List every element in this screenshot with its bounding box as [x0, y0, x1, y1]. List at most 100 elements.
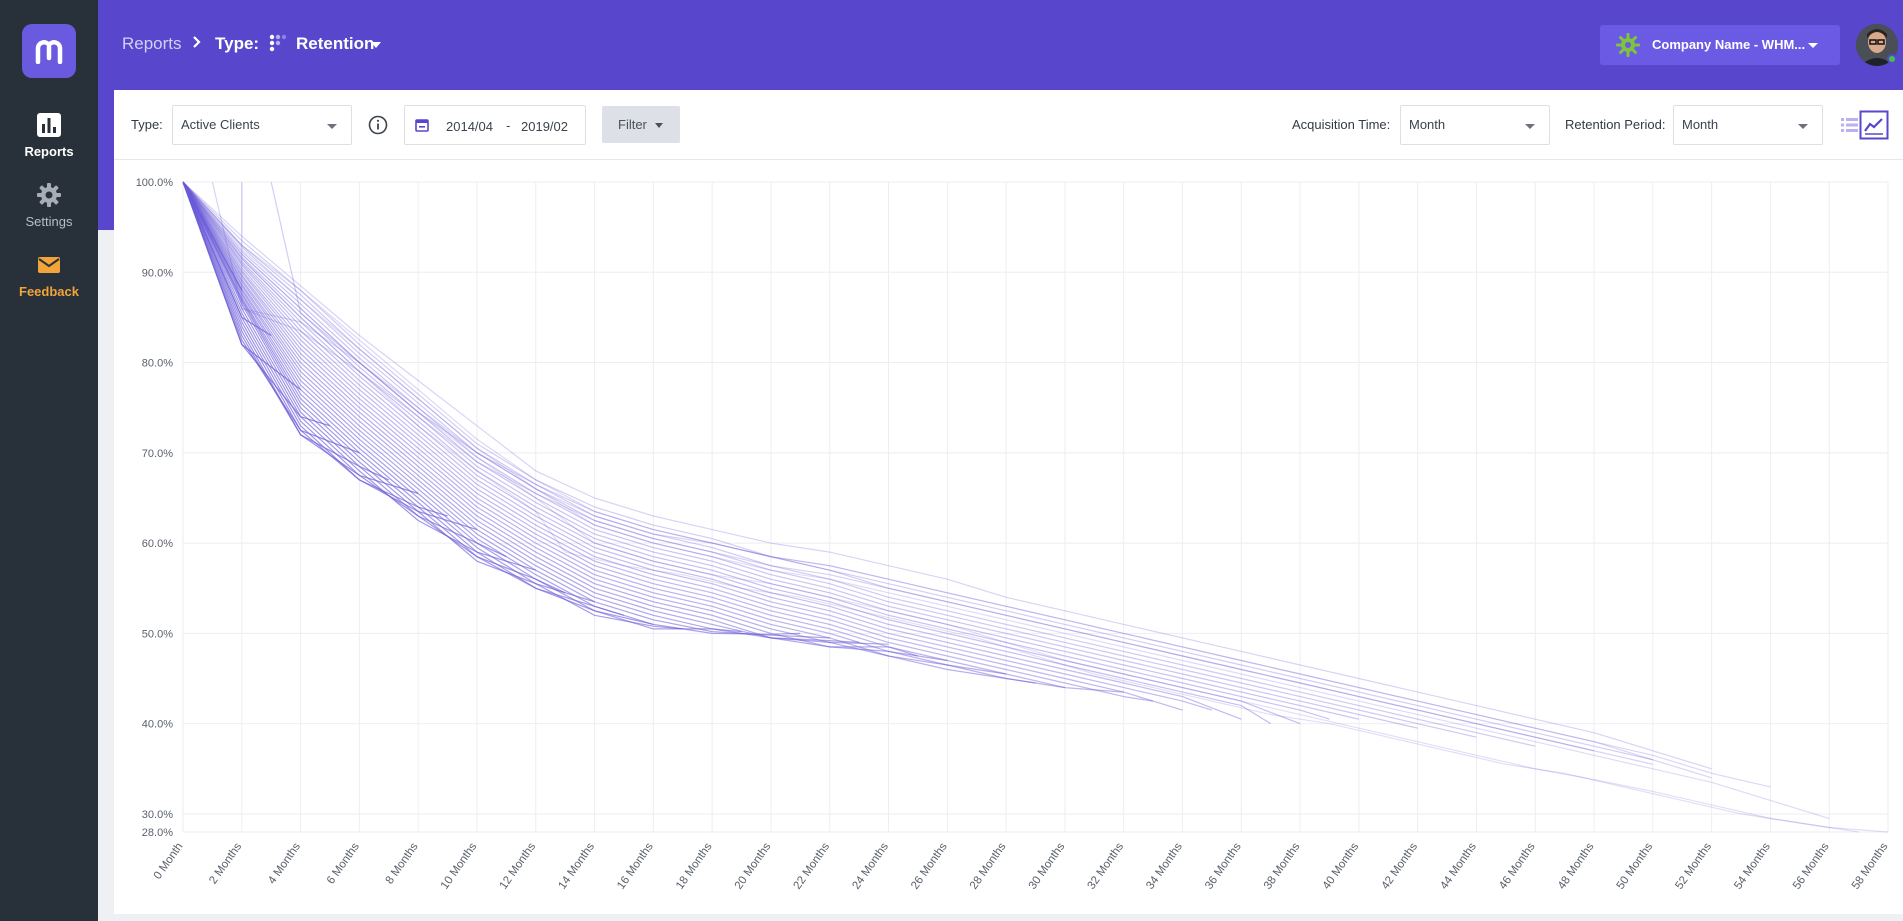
cohort-series-line-12 [182, 181, 1360, 720]
cohort-series-line-16 [182, 181, 1242, 720]
mail-icon [38, 257, 60, 273]
x-tick-label: 28 Months [968, 841, 1009, 892]
x-tick-label: 54 Months [1732, 841, 1773, 892]
x-tick-label: 14 Months [556, 841, 597, 892]
acquisition-time-value: Month [1409, 117, 1446, 132]
cohort-series-line-11 [182, 181, 1418, 729]
cohort-series-line-8 [182, 181, 1595, 752]
calendar-icon [415, 119, 429, 132]
retention-chart: 100.0% 90.0% 80.0% 70.0% 60.0% 50.0% 40.0% 30.0… [136, 177, 1891, 892]
x-tick-label: 38 Months [1262, 841, 1303, 892]
y-tick-label: 50.0% [142, 628, 173, 640]
cohort-series-line-31 [182, 181, 683, 630]
x-tick-label: 44 Months [1438, 841, 1479, 892]
cohort-series-line-27 [182, 181, 860, 643]
x-tick-label: 36 Months [1203, 841, 1244, 892]
x-tick-label: 4 Months [266, 841, 303, 887]
sidebar: Reports Settings Feedback [0, 0, 98, 921]
x-tick-label: 24 Months [850, 841, 891, 892]
cohort-series-line-20 [182, 181, 1124, 693]
cohort-series-line-42 [182, 181, 360, 454]
cohort-series-line-22 [182, 181, 1036, 684]
y-tick-label: 70.0% [142, 448, 173, 460]
cohort-series-line-2 [182, 181, 1830, 820]
x-tick-label: 18 Months [674, 841, 715, 892]
x-tick-label: 20 Months [733, 841, 774, 892]
y-tick-label: 30.0% [142, 809, 173, 821]
cohort-series-line-24 [182, 181, 948, 662]
cohort-series-line-10 [182, 181, 1477, 738]
table-view-icon[interactable] [1834, 110, 1864, 140]
info-icon[interactable] [368, 115, 388, 135]
top-bar: Reports Type: Retention C [98, 0, 1903, 90]
cohort-series-line-23 [182, 181, 1007, 675]
x-tick-label: 46 Months [1497, 841, 1538, 892]
breadcrumb-reports[interactable]: Reports [122, 34, 182, 53]
x-tick-label: 50 Months [1615, 841, 1656, 892]
type-dropdown[interactable]: Retention [296, 34, 375, 53]
app-logo[interactable] [22, 24, 76, 78]
date-separator: - [506, 118, 511, 133]
retention-period-value: Month [1682, 117, 1719, 132]
cohort-series-line-41 [182, 181, 390, 481]
type-select[interactable]: Active Clients [172, 105, 352, 145]
x-tick-label: 32 Months [1086, 841, 1127, 892]
cohort-series-line-17 [182, 181, 1213, 711]
x-tick-label: 2 Months [207, 841, 244, 887]
cohort-series-line-0 [182, 181, 1859, 833]
cohort-series-line-7 [270, 181, 1653, 761]
retention-dots-icon [269, 34, 287, 52]
cohort-series-line-18 [182, 181, 1183, 711]
chevron-right-icon [193, 36, 201, 48]
x-tick-label: 30 Months [1027, 841, 1068, 892]
cohort-series-line-25 [182, 181, 919, 657]
cohort-series-line-3 [182, 181, 1771, 788]
y-tick-label: 90.0% [142, 267, 173, 279]
company-selector[interactable]: Company Name - WHM... [1600, 25, 1840, 65]
acquisition-time-select[interactable]: Month [1400, 105, 1550, 145]
retention-period-select[interactable]: Month [1673, 105, 1823, 145]
date-range-picker[interactable]: 2014/04 - 2019/02 [404, 105, 586, 145]
sidebar-item-settings[interactable]: Settings [0, 182, 98, 229]
cohort-series-line-19 [182, 181, 1154, 702]
x-tick-label: 12 Months [498, 841, 539, 892]
x-tick-label: 48 Months [1556, 841, 1597, 892]
cohort-series-line-44 [182, 181, 301, 391]
type-filter-label: Type: [131, 117, 163, 132]
cohort-series-line-9 [182, 181, 1536, 747]
chart-view-icon[interactable] [1859, 110, 1889, 140]
chevron-down-icon [655, 123, 663, 128]
cohort-series-line-15 [182, 181, 1272, 725]
x-tick-label: 52 Months [1673, 841, 1714, 892]
chevron-down-icon [1525, 124, 1535, 129]
type-label: Type: [215, 34, 260, 53]
date-to: 2019/02 [521, 119, 568, 134]
chevron-down-icon[interactable] [371, 42, 381, 48]
cohort-series-line-6 [241, 182, 1653, 765]
cohort-series-line-5 [211, 181, 1712, 779]
cohort-series-line-32 [182, 181, 654, 625]
report-toolbar: Type: Active Clients 2014/04 - 2019/02 F… [114, 90, 1903, 160]
report-card: Type: Active Clients 2014/04 - 2019/02 F… [114, 90, 1903, 914]
retention-period-label: Retention Period: [1565, 117, 1666, 132]
header-accent [98, 90, 114, 230]
x-tick-label: 42 Months [1379, 841, 1420, 892]
x-tick-label: 40 Months [1321, 841, 1362, 892]
sidebar-item-reports[interactable]: Reports [0, 112, 98, 159]
cohort-series-line-28 [182, 181, 830, 639]
type-select-value: Active Clients [181, 117, 260, 132]
chevron-down-icon [1808, 43, 1818, 48]
filter-button[interactable]: Filter [602, 106, 680, 143]
sidebar-item-label: Reports [24, 144, 74, 159]
x-tick-label: 58 Months [1850, 841, 1891, 892]
date-from: 2014/04 [446, 119, 493, 134]
sidebar-item-feedback[interactable]: Feedback [0, 252, 98, 299]
logo-m-icon [35, 40, 63, 64]
sidebar-item-label: Feedback [19, 284, 79, 299]
x-tick-label: 10 Months [439, 841, 480, 892]
y-tick-label: 100.0% [136, 177, 174, 189]
x-tick-label: 8 Months [384, 841, 421, 887]
x-tick-label: 56 Months [1791, 841, 1832, 892]
acquisition-time-label: Acquisition Time: [1292, 117, 1391, 132]
cohort-series-line-1 [182, 181, 1889, 833]
